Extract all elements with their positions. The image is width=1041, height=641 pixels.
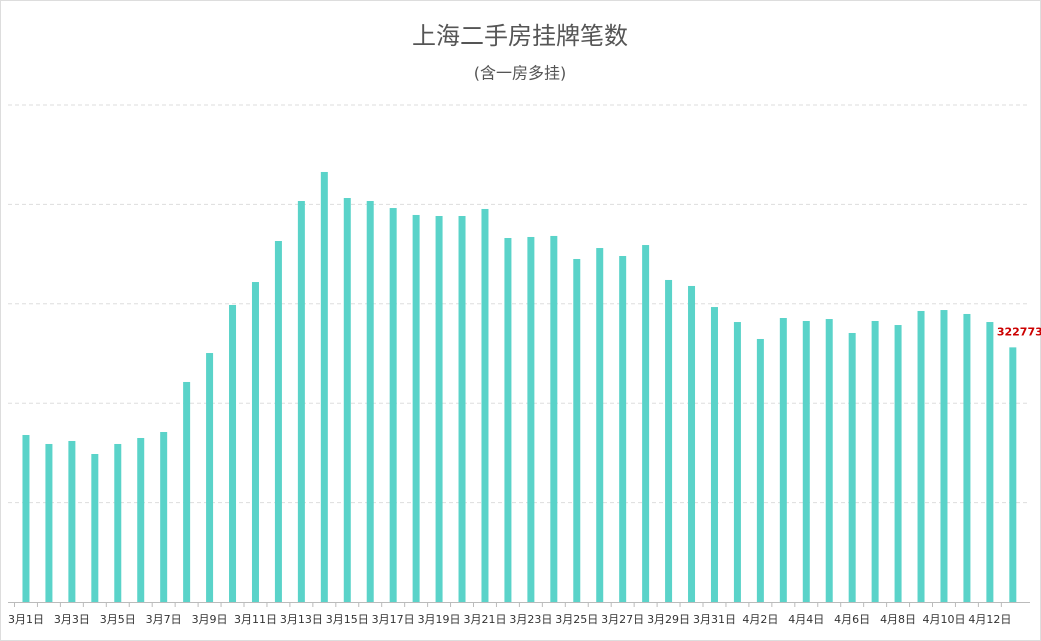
bar [481, 208, 489, 602]
x-tick-label: 3月21日 [463, 613, 506, 626]
bar [183, 381, 191, 602]
x-tick-label: 4月4日 [788, 613, 824, 626]
bar [665, 279, 673, 602]
x-tick-label: 3月31日 [693, 613, 736, 626]
bar [619, 255, 627, 602]
bar [297, 201, 305, 602]
bar [274, 241, 282, 602]
x-tick-label: 3月7日 [146, 613, 182, 626]
bar [229, 304, 237, 602]
x-tick-label: 4月12日 [968, 613, 1011, 626]
bar [22, 434, 30, 602]
bar [114, 443, 122, 602]
x-tick-label: 3月13日 [280, 613, 323, 626]
bar [550, 235, 558, 602]
bar [963, 313, 971, 602]
bar [802, 320, 810, 602]
bar [573, 258, 581, 602]
bar [527, 236, 535, 602]
bar [320, 171, 328, 602]
bar [366, 201, 374, 602]
bar [137, 437, 145, 602]
bar [940, 310, 948, 602]
x-tick-label: 3月29日 [647, 613, 690, 626]
x-tick-label: 3月23日 [509, 613, 552, 626]
bar [733, 322, 741, 602]
value-label: 322773 [997, 325, 1041, 338]
bar [917, 310, 925, 602]
bar [1009, 347, 1017, 602]
x-tick-label: 4月10日 [922, 613, 965, 626]
x-tick-label: 3月15日 [326, 613, 369, 626]
x-tick-label: 3月5日 [100, 613, 136, 626]
bar [389, 208, 397, 603]
x-tick-label: 3月9日 [192, 613, 228, 626]
x-tick-label: 4月6日 [834, 613, 870, 626]
bar [986, 322, 994, 602]
bar [91, 454, 99, 602]
bar [642, 245, 650, 602]
bar [160, 431, 168, 602]
x-tick-label: 3月17日 [372, 613, 415, 626]
x-tick-label: 3月3日 [54, 613, 90, 626]
x-tick-label: 3月19日 [418, 613, 461, 626]
x-tick-label: 3月1日 [8, 613, 44, 626]
bar [688, 285, 696, 602]
bar [848, 332, 856, 602]
x-tick-label: 3月25日 [555, 613, 598, 626]
bar [45, 443, 53, 602]
x-tick-label: 4月8日 [880, 613, 916, 626]
bar [458, 215, 466, 602]
bar [206, 353, 214, 602]
bar [343, 198, 351, 602]
bar [412, 214, 420, 602]
x-tick-label: 3月27日 [601, 613, 644, 626]
bar [710, 307, 718, 602]
bar [504, 238, 512, 603]
bar [894, 325, 902, 602]
bar [871, 320, 879, 602]
chart-title: 上海二手房挂牌笔数 [412, 22, 628, 50]
x-tick-label: 4月2日 [742, 613, 778, 626]
bar [435, 215, 443, 602]
bar [251, 282, 259, 602]
x-tick-label: 3月11日 [234, 613, 277, 626]
bar [756, 338, 764, 602]
bar [825, 319, 833, 602]
bar [68, 440, 76, 602]
chart-subtitle: (含一房多挂) [474, 64, 567, 83]
bar [596, 248, 604, 602]
bar [779, 318, 787, 602]
